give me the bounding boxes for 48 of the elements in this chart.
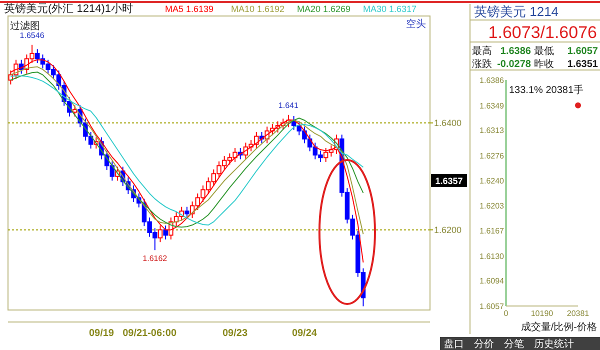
y-tick-label: 1.6313: [480, 126, 505, 136]
x-tick-label: 0: [504, 309, 509, 318]
y-tick-label: 1.6094: [480, 276, 505, 286]
text: 1.6357: [435, 176, 463, 186]
text: MA10 1.6192: [231, 4, 285, 14]
y-tick-label: 1.6057: [480, 302, 505, 311]
text: -0.0278: [497, 59, 532, 70]
candlestick: [163, 225, 168, 240]
annotation: 1.6546: [20, 30, 45, 40]
y-tick-label: 1.6203: [480, 202, 505, 211]
x-tick-label: 09/21-06:00: [122, 328, 177, 339]
y-tick-label: 1.6167: [480, 226, 505, 236]
y-tick-label: 1.6130: [480, 252, 505, 261]
annotation: 133.1% 20381手: [509, 84, 584, 96]
text: MA30 1.6317: [363, 4, 417, 14]
text: 历史统计: [534, 338, 574, 350]
y-tick-label: 1.6200: [434, 224, 462, 235]
chart-title: 英镑美元 1214: [474, 4, 559, 19]
text: 1.6057: [567, 46, 598, 57]
text: MA20 1.6269: [297, 4, 351, 14]
text: 最低: [534, 46, 554, 57]
text: 过滤图: [10, 20, 40, 32]
text: 分价: [474, 338, 494, 350]
text: 空头: [406, 18, 426, 30]
y-tick-label: 1.6386: [480, 76, 505, 85]
text: MA5 1.6139: [165, 4, 214, 14]
text: 昨收: [534, 58, 554, 70]
text: 成交量/比例-价格: [520, 321, 597, 333]
x-tick-label: 20381: [566, 309, 590, 318]
x-tick-label: 09/19: [88, 328, 114, 339]
y-tick-label: 1.6240: [480, 176, 505, 186]
candlestick: [158, 225, 163, 243]
text: 分笔: [504, 338, 524, 350]
text: 涨跌: [472, 58, 492, 70]
text: 1.6386: [500, 46, 532, 57]
x-tick-label: 09/24: [292, 328, 318, 339]
chart-title: 英镑美元(外汇 1214)1小时: [4, 2, 133, 15]
x-tick-label: 10190: [530, 309, 554, 318]
text: 1.6351: [567, 59, 598, 70]
y-tick-label: 1.6276: [480, 152, 505, 161]
y-tick-label: 1.6400: [434, 118, 462, 128]
text: 最高: [472, 45, 492, 57]
x-tick-label: 09/23: [222, 328, 248, 339]
text: 盘口: [444, 338, 464, 350]
y-tick-label: 1.6349: [480, 101, 505, 110]
annotation: 1.6162: [142, 254, 168, 264]
text: 1.6073/1.6076: [488, 23, 597, 42]
annotation: 1.641: [278, 100, 299, 110]
